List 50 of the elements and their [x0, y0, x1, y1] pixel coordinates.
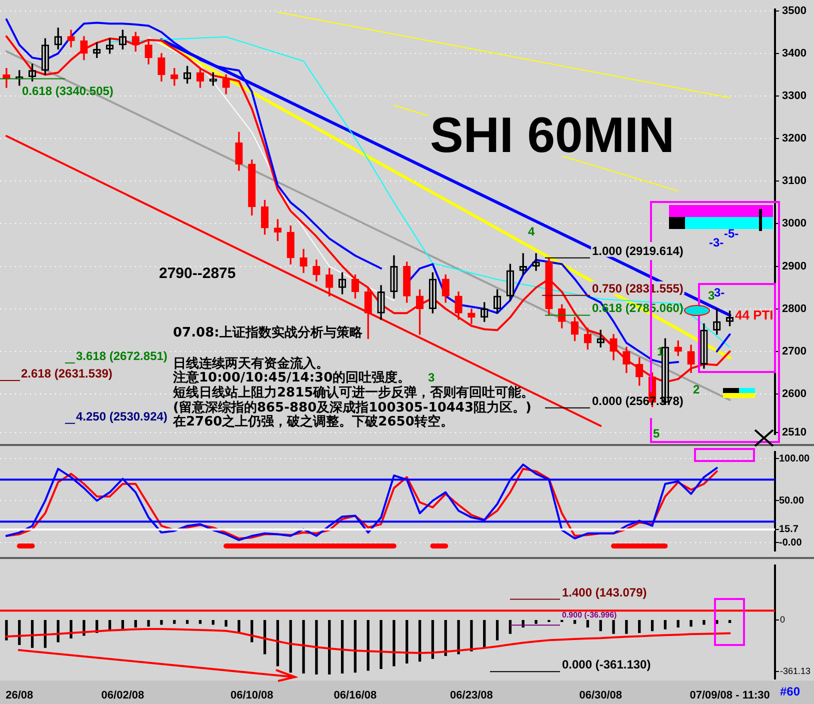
x-tick-label: 07/09/08 - 11:30 — [690, 689, 770, 702]
y-tick-label: 2700 — [782, 345, 806, 358]
annotation: -5- — [724, 226, 739, 240]
y-tick-label: 2900 — [782, 260, 806, 272]
y-tick-label: 3300 — [782, 90, 806, 102]
annotation: 日线连续两天有资金流入。 — [173, 355, 329, 372]
annotation: 3- — [714, 285, 725, 300]
y-tick-label: 100.00 — [779, 453, 810, 464]
ref-line-label: 4.250 (2530.924) — [76, 409, 168, 424]
y-tick-label: 3500 — [782, 4, 806, 17]
annotation: 在2760之上仍强，破之调整。下破2650转空。 — [172, 413, 454, 430]
annotation: 2 — [693, 382, 700, 396]
annotation: 注意10:00/10:45/14:30的回吐强度。 — [172, 369, 411, 386]
y-tick-label: 3400 — [782, 47, 806, 60]
annotation: (留意深综指的865-880及深成指100305-10443阻力区。) — [173, 399, 532, 416]
ref-line-label: 1.400 (143.079) — [562, 585, 647, 600]
y-tick-label: 15.7 — [779, 524, 799, 536]
y-tick-label: 2510 — [782, 426, 806, 438]
ref-line-label: 0.618 (3340.505) — [22, 84, 114, 98]
annotation: -3- — [709, 235, 724, 250]
annotation: 3 — [708, 288, 715, 302]
ref-line-label: 3.618 (2672.851) — [76, 348, 168, 363]
annotation: 44 PTI — [735, 308, 774, 323]
x-tick-label: 26/08 — [6, 689, 34, 702]
x-tick-label: 06/23/08 — [450, 689, 493, 702]
annotation: 5 — [653, 426, 660, 440]
y-tick-label: 2800 — [782, 302, 806, 315]
x-tick-label: 06/30/08 — [579, 689, 622, 702]
annotation: 07.08:上证指数实战分析与策略 — [173, 324, 364, 340]
y-tick-label: -361.13 — [780, 666, 811, 676]
x-tick-label: 06/16/08 — [334, 689, 377, 702]
annotation: 2790--2875 — [159, 265, 236, 282]
annotation: 3 — [428, 370, 435, 384]
y-tick-label: 3100 — [782, 175, 806, 188]
text: SHI 60MIN — [430, 107, 675, 163]
text: #60 — [780, 684, 800, 698]
ref-line-label: 1.000 (2919.614) — [592, 244, 684, 258]
y-tick-label: 0 — [780, 614, 786, 624]
y-tick-label: 2600 — [782, 388, 806, 400]
x-tick-label: 06/02/08 — [101, 689, 144, 702]
annotation: 4 — [528, 224, 535, 238]
y-tick-label: 3000 — [782, 218, 806, 230]
y-tick-label: 50.00 — [779, 495, 804, 506]
ref-line-label: 0.000 (-361.130) — [562, 658, 651, 672]
y-tick-label: -0.00 — [779, 537, 802, 548]
y-tick-label: 3200 — [782, 132, 806, 145]
ref-line-label: 0.900 (-36.996) — [562, 610, 618, 620]
x-tick-label: 06/10/08 — [230, 689, 274, 702]
ref-line-label: 2.618 (2631.539) — [21, 366, 112, 381]
annotation: 短线日线站上阻力2815确认可进一步反弹，否则有回吐可能。 — [172, 384, 534, 400]
